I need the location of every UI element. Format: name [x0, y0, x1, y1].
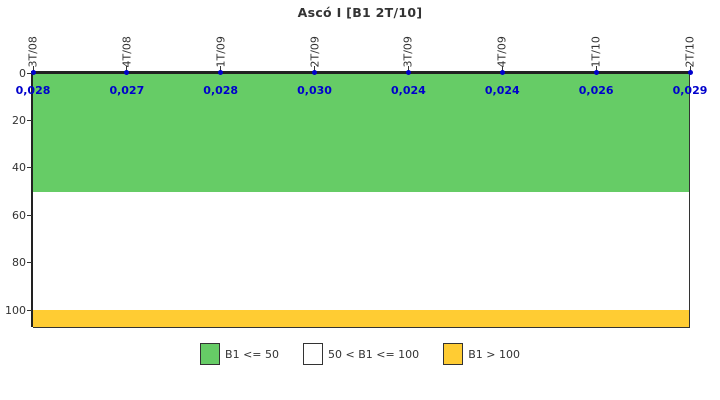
legend-item-white: 50 < B1 <= 100	[303, 343, 419, 365]
legend-label-yellow: B1 > 100	[468, 347, 520, 361]
y-tick-40	[27, 167, 32, 169]
x-tick-5	[501, 66, 503, 72]
value-label-3: 0,030	[297, 84, 332, 97]
x-tick-1	[126, 66, 128, 72]
x-tick-label-5: 4T/09	[495, 36, 509, 68]
y-tick-0	[27, 72, 32, 74]
x-tick-label-2: 1T/09	[214, 36, 228, 68]
x-tick-6	[595, 66, 597, 72]
value-label-4: 0,024	[391, 84, 426, 97]
band-boundary-line-2	[33, 327, 690, 328]
x-tick-2	[220, 66, 222, 72]
legend-swatch-green	[200, 343, 221, 365]
band-0	[33, 73, 690, 192]
y-tick-label-0: 0	[19, 66, 26, 80]
value-label-7: 0,029	[672, 84, 708, 97]
legend-item-yellow: B1 > 100	[443, 343, 520, 365]
x-tick-3	[314, 66, 316, 72]
x-tick-label-3: 2T/09	[308, 36, 322, 68]
data-point-4	[405, 70, 411, 75]
data-point-6	[593, 70, 599, 75]
data-point-3	[312, 70, 318, 75]
legend: B1 <= 50 50 < B1 <= 100 B1 > 100	[0, 343, 720, 365]
y-tick-label-100: 100	[5, 303, 26, 317]
x-tick-label-7: 2T/10	[683, 36, 697, 68]
plot-right-border	[689, 73, 690, 327]
x-tick-label-1: 4T/08	[120, 36, 134, 68]
x-tick-7	[689, 66, 691, 72]
y-tick-60	[27, 214, 32, 216]
y-tick-label-20: 20	[12, 113, 26, 127]
legend-swatch-yellow	[443, 343, 464, 365]
y-tick-100	[27, 309, 32, 311]
y-tick-80	[27, 262, 32, 264]
y-tick-label-60: 60	[12, 208, 26, 222]
data-point-2	[218, 70, 224, 75]
y-tick-label-80: 80	[12, 256, 26, 270]
data-point-1	[124, 70, 130, 75]
x-tick-label-0: 3T/08	[26, 36, 40, 68]
data-point-0	[30, 70, 36, 75]
x-axis-line	[31, 71, 690, 74]
data-point-5	[499, 70, 505, 75]
y-tick-label-40: 40	[12, 161, 26, 175]
value-label-6: 0,026	[578, 84, 614, 97]
x-tick-label-4: 3T/09	[401, 36, 415, 68]
legend-label-white: 50 < B1 <= 100	[328, 347, 420, 361]
value-label-1: 0,027	[109, 84, 145, 97]
band-2	[33, 310, 690, 327]
x-tick-4	[407, 66, 409, 72]
data-point-7	[687, 70, 693, 75]
band-1	[33, 191, 690, 310]
x-tick-label-6: 1T/10	[589, 36, 603, 68]
y-axis-line	[31, 71, 33, 327]
legend-swatch-white	[303, 343, 323, 365]
value-label-2: 0,028	[203, 84, 239, 97]
value-label-0: 0,028	[15, 84, 51, 97]
y-tick-20	[27, 119, 32, 121]
chart-title: Ascó I [B1 2T/10]	[297, 5, 423, 20]
legend-label-green: B1 <= 50	[225, 347, 279, 361]
value-label-5: 0,024	[484, 84, 520, 97]
legend-item-green: B1 <= 50	[200, 343, 279, 365]
x-tick-0	[32, 66, 34, 72]
